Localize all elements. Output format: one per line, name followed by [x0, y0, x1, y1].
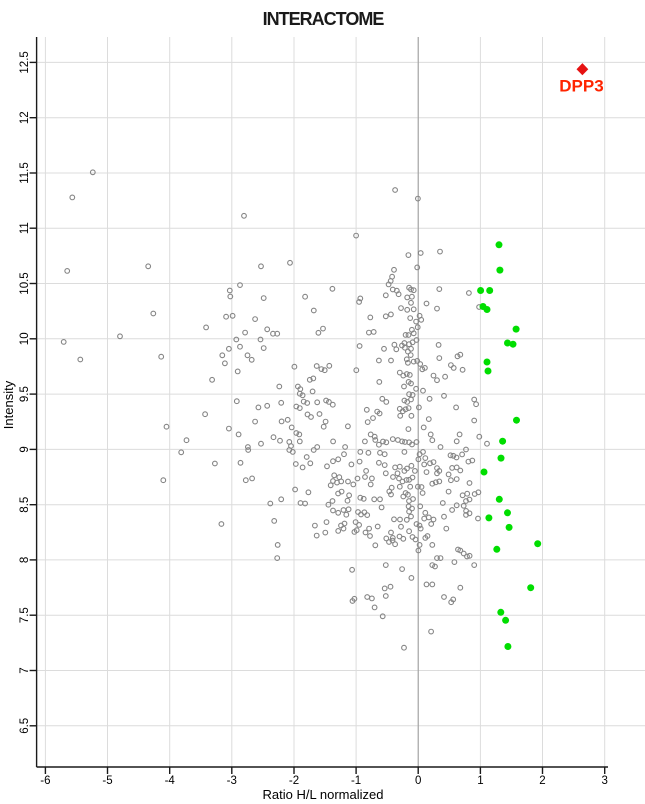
svg-text:2: 2 [539, 775, 545, 787]
svg-text:9.5: 9.5 [19, 386, 31, 402]
svg-text:7.5: 7.5 [19, 607, 31, 623]
svg-text:11: 11 [19, 222, 31, 234]
svg-text:-3: -3 [227, 775, 237, 787]
svg-text:INTERACTOME: INTERACTOME [263, 9, 385, 29]
svg-text:12.5: 12.5 [19, 51, 31, 73]
svg-text:3: 3 [601, 775, 607, 787]
svg-text:12: 12 [19, 111, 31, 124]
svg-text:6.5: 6.5 [19, 718, 31, 734]
svg-text:-1: -1 [351, 775, 361, 787]
svg-text:10.5: 10.5 [19, 272, 31, 294]
svg-text:Intensity: Intensity [1, 380, 16, 429]
svg-text:DPP3: DPP3 [559, 77, 603, 96]
svg-text:10: 10 [19, 332, 31, 345]
svg-text:-6: -6 [40, 775, 50, 787]
svg-text:8: 8 [19, 557, 31, 563]
svg-text:9: 9 [19, 446, 31, 452]
svg-text:Ratio H/L normalized: Ratio H/L normalized [263, 787, 384, 802]
svg-text:0: 0 [415, 775, 421, 787]
svg-text:-2: -2 [289, 775, 299, 787]
svg-text:11.5: 11.5 [19, 162, 31, 184]
svg-text:-4: -4 [165, 775, 176, 787]
svg-text:-5: -5 [102, 775, 112, 787]
svg-text:1: 1 [477, 775, 483, 787]
svg-text:8.5: 8.5 [19, 497, 31, 513]
svg-text:7: 7 [19, 667, 31, 673]
